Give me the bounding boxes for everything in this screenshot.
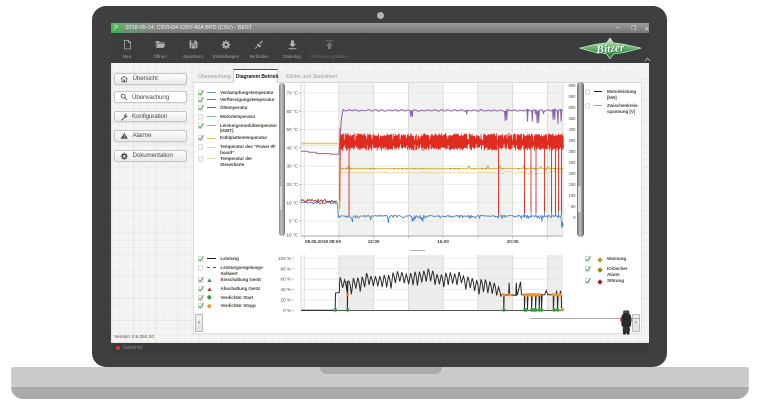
svg-text:0: 0	[573, 215, 576, 220]
svg-text:50: 50	[571, 204, 576, 209]
svg-text:10 °C: 10 °C	[286, 200, 298, 205]
svg-text:40 °C: 40 °C	[286, 145, 298, 150]
svg-text:12:00: 12:00	[368, 239, 380, 244]
svg-text:-10 °C: -10 °C	[285, 232, 299, 237]
svg-text:600: 600	[569, 83, 577, 88]
svg-text:20 °C: 20 °C	[286, 182, 298, 187]
svg-text:60 %: 60 %	[281, 277, 291, 282]
svg-text:250: 250	[569, 160, 577, 165]
svg-text:150: 150	[569, 182, 577, 187]
svg-text:70 °C: 70 °C	[286, 91, 298, 96]
svg-text:Bitzer: Bitzer	[595, 42, 626, 57]
svg-text:350: 350	[569, 138, 577, 143]
svg-text:80 %: 80 %	[281, 266, 291, 271]
svg-text:20:00: 20:00	[507, 239, 519, 244]
svg-text:500: 500	[569, 105, 577, 110]
svg-text:50 °C: 50 °C	[286, 127, 298, 132]
svg-text:08.05.2018 08:00: 08.05.2018 08:00	[305, 239, 341, 244]
svg-text:550: 550	[569, 94, 577, 99]
svg-text:200: 200	[569, 171, 577, 176]
svg-text:60 °C: 60 °C	[286, 109, 298, 114]
svg-text:100 %: 100 %	[278, 256, 291, 261]
svg-text:400: 400	[569, 127, 577, 132]
svg-text:40 %: 40 %	[281, 287, 291, 292]
svg-text:16:00: 16:00	[437, 239, 449, 244]
svg-text:100: 100	[569, 193, 577, 198]
svg-text:0 °C: 0 °C	[289, 219, 299, 224]
svg-text:30 °C: 30 °C	[286, 164, 298, 169]
svg-text:300: 300	[569, 149, 577, 154]
svg-text:Bitzer: Bitzer	[594, 42, 625, 57]
svg-text:450: 450	[569, 116, 577, 121]
svg-text:0 %: 0 %	[283, 308, 291, 313]
svg-text:20 %: 20 %	[281, 298, 291, 303]
